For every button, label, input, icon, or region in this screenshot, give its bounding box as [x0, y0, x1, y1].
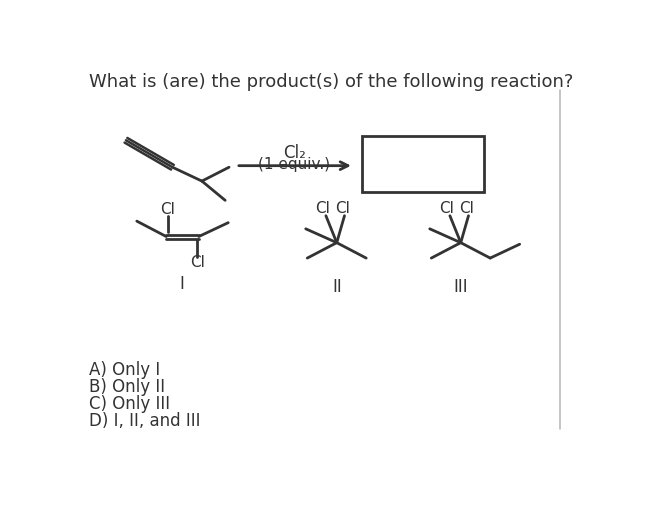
Text: III: III — [454, 278, 468, 296]
Text: Cl: Cl — [439, 201, 454, 216]
Text: C) Only III: C) Only III — [89, 395, 170, 413]
Text: Cl: Cl — [336, 201, 351, 216]
Text: Cl: Cl — [459, 201, 474, 216]
Text: (1 equiv.): (1 equiv.) — [258, 157, 330, 172]
Bar — [362, 137, 484, 192]
Text: A) Only I: A) Only I — [89, 361, 160, 379]
Text: Cl₂: Cl₂ — [283, 144, 306, 163]
Text: Cl: Cl — [160, 202, 175, 217]
Text: II: II — [332, 278, 341, 296]
Text: Cl: Cl — [190, 255, 205, 270]
Text: What is (are) the product(s) of the following reaction?: What is (are) the product(s) of the foll… — [89, 73, 573, 91]
Text: Cl: Cl — [316, 201, 330, 216]
Text: I: I — [179, 275, 184, 293]
Text: B) Only II: B) Only II — [89, 378, 165, 396]
Text: D) I, II, and III: D) I, II, and III — [89, 412, 200, 430]
